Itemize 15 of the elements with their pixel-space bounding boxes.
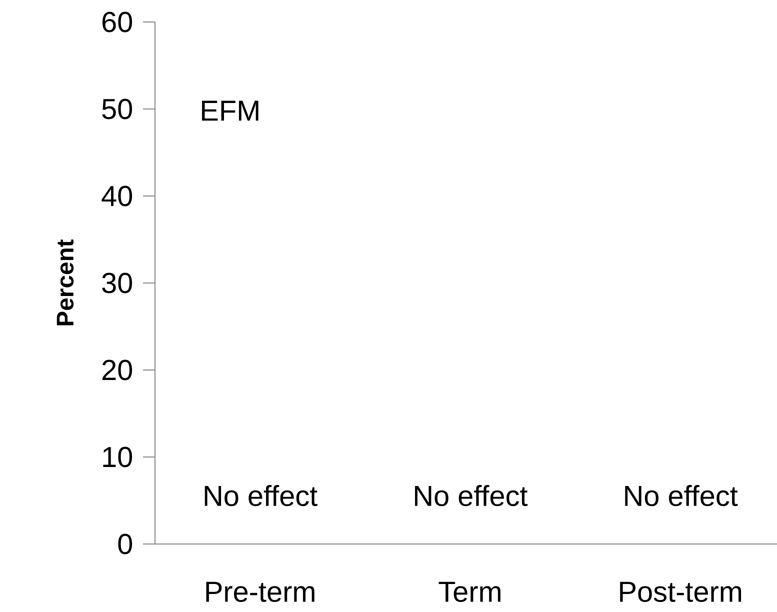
annotation: No effect: [625, 484, 738, 506]
y-tick-label: 0: [118, 534, 132, 554]
y-tick-label: 60: [102, 12, 132, 32]
text: EFM: [202, 100, 258, 121]
x-tick-label: Term: [438, 582, 500, 602]
y-tick-label: 50: [102, 98, 132, 120]
annotation: No effect: [415, 484, 528, 506]
x-tick-label: Post-term: [620, 582, 742, 602]
y-axis-title: Percent: [56, 239, 74, 326]
y-tick-label: 30: [102, 272, 132, 294]
annotation: No effect: [204, 484, 318, 506]
y-tick-label: 20: [102, 360, 132, 380]
x-tick-label: Pre-term: [206, 582, 314, 602]
y-tick-label: 10: [103, 446, 132, 468]
y-tick-label: 40: [102, 186, 132, 206]
